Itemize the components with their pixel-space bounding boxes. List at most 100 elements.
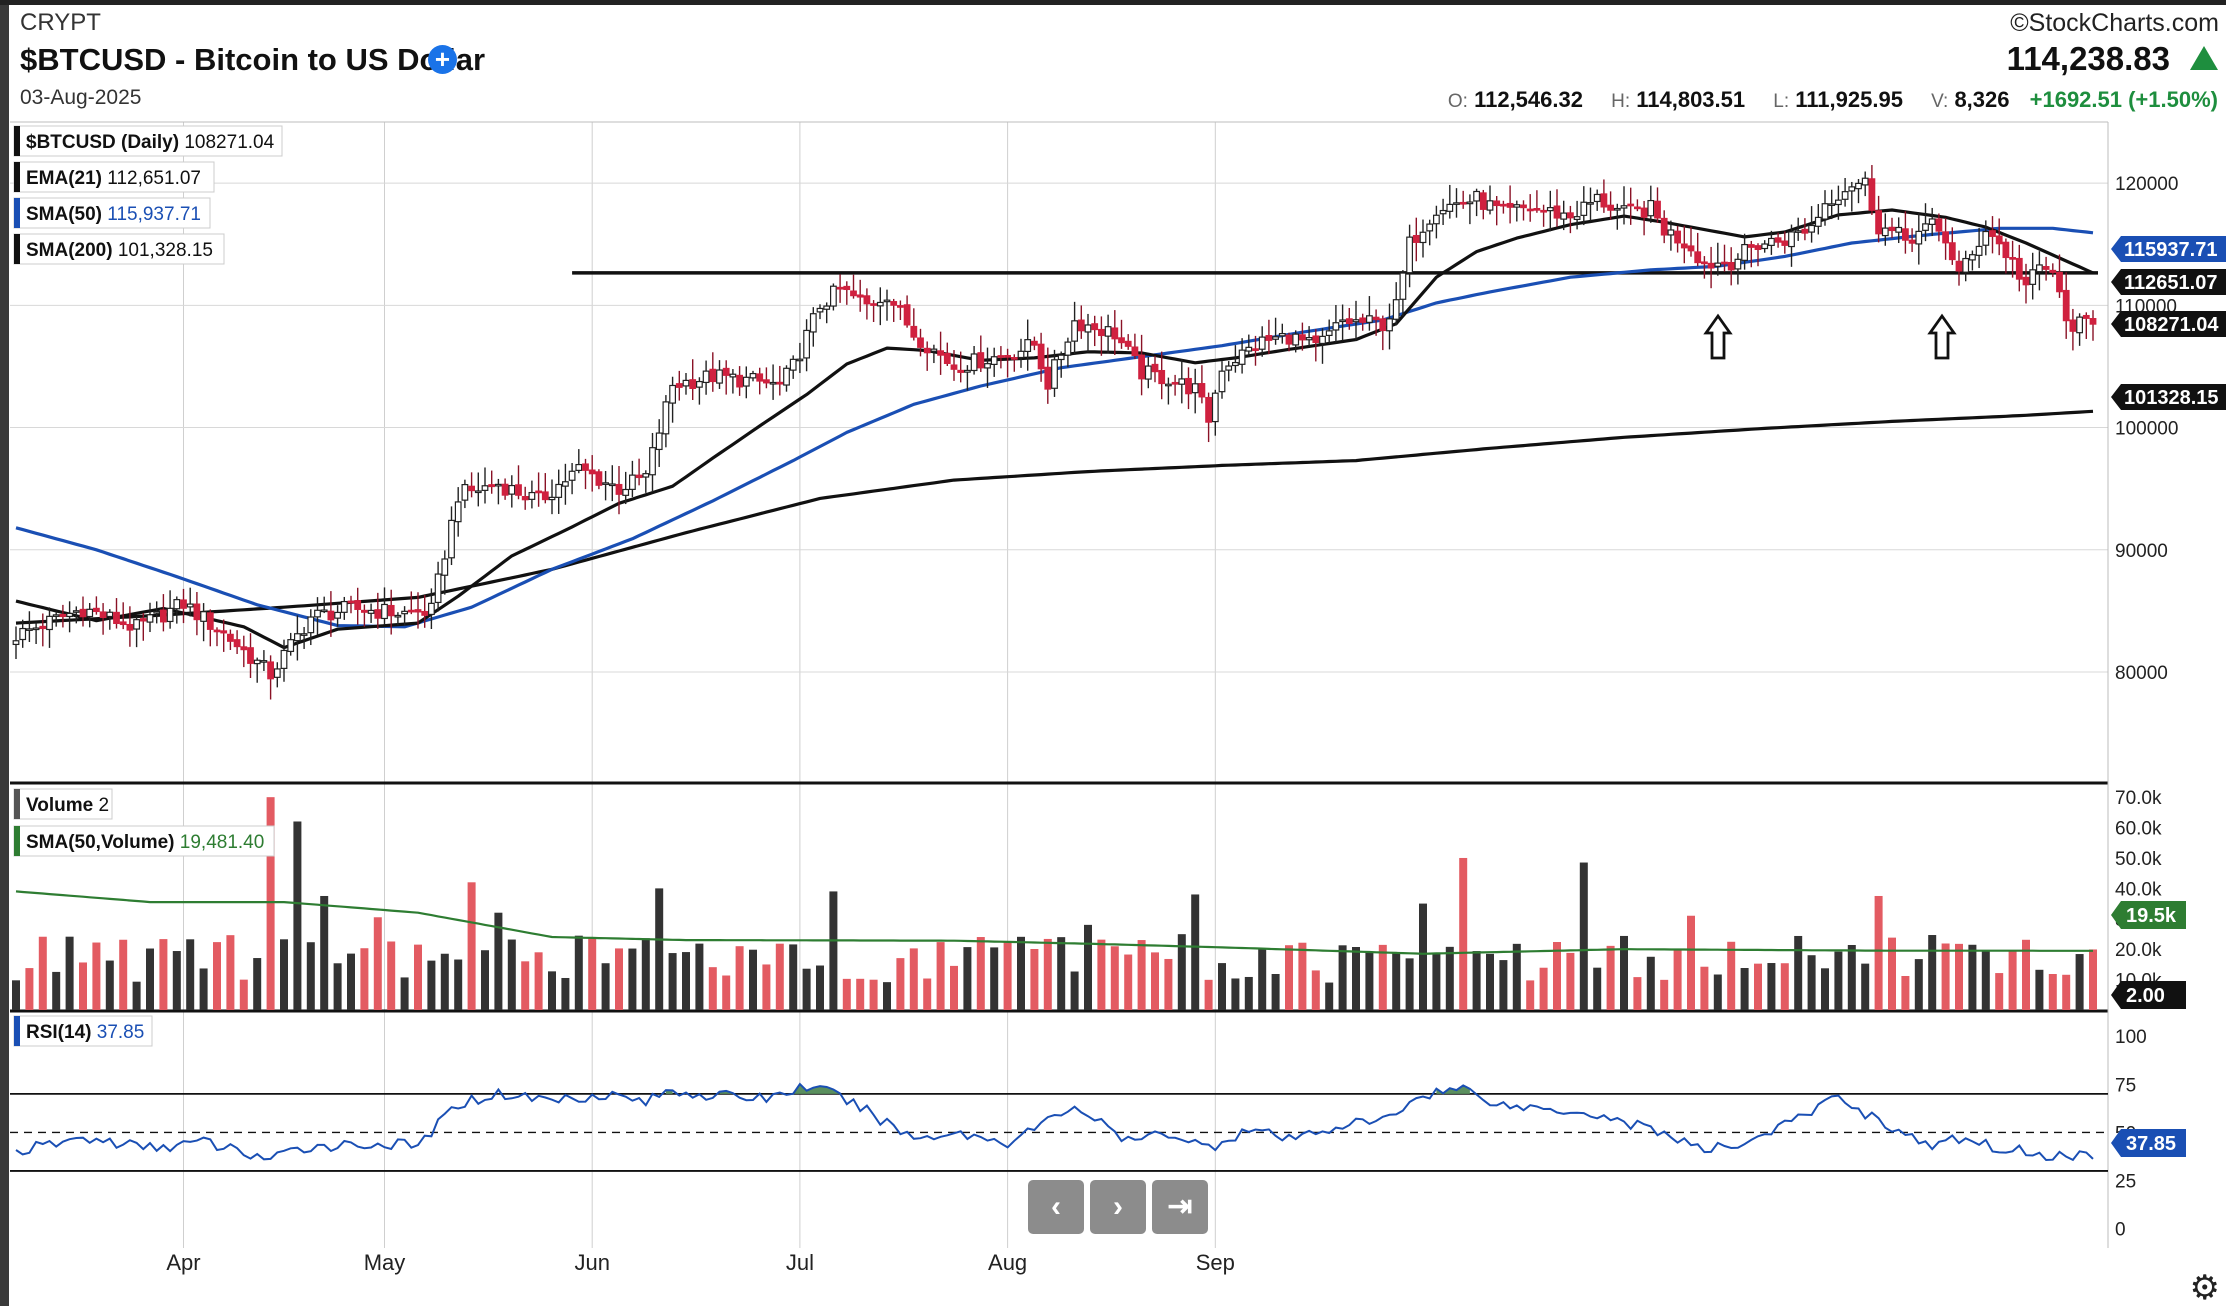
candle-body (1211, 392, 1219, 423)
candle-body (1010, 357, 1018, 360)
candle-body (193, 603, 201, 621)
candle-body (39, 625, 47, 630)
candle-body (488, 484, 496, 488)
candle-body (1144, 365, 1152, 380)
volume-bar (79, 962, 87, 1010)
candle-body (2076, 316, 2084, 334)
candle-body (997, 355, 1005, 358)
volume-bar (1821, 968, 1829, 1010)
volume-bar (280, 939, 288, 1010)
high-value: 114,803.51 (1636, 87, 1746, 112)
candle-body (809, 313, 817, 333)
candle-body (468, 485, 475, 492)
gear-icon[interactable]: ⚙ (2189, 1269, 2220, 1307)
volume-bar (1151, 952, 1159, 1010)
volume-bar (373, 917, 382, 1010)
volume-bar (548, 971, 556, 1010)
skip-to-end-icon: ⇥ (1167, 1190, 1193, 1223)
scroll-right-button[interactable]: › (1090, 1180, 1146, 1234)
candle-body (937, 350, 944, 356)
candle-body (1747, 244, 1755, 248)
y-tick-label: 0 (2115, 1220, 2126, 1241)
volume-bar (816, 965, 824, 1010)
candle-body (1164, 383, 1172, 387)
candle-body (253, 659, 261, 665)
candle-body (1734, 258, 1742, 270)
candle-body (555, 483, 563, 498)
candle-body (1493, 200, 1501, 207)
volume-bar (481, 950, 489, 1010)
volume-bar (1378, 944, 1387, 1010)
candle-body (1540, 209, 1548, 213)
volume-bar (454, 959, 463, 1010)
candle-body (1030, 340, 1038, 346)
candle-body (1640, 207, 1648, 218)
volume-bar (1043, 938, 1052, 1010)
candle-body (1982, 230, 1990, 246)
candle-body (762, 379, 770, 384)
candle-body (153, 610, 161, 614)
legend-swatch (14, 162, 20, 192)
candle-body (334, 611, 341, 619)
candle-body (2015, 257, 2023, 280)
volume-bar (1767, 963, 1776, 1010)
candle-body (1741, 243, 1749, 261)
candle-body (1466, 201, 1474, 205)
candle-body (1325, 330, 1333, 337)
candle-body (233, 639, 241, 648)
top-bar (0, 0, 2226, 5)
volume-bar (1218, 963, 1226, 1010)
candle-body (950, 364, 958, 370)
scroll-to-end-button[interactable]: ⇥ (1152, 1180, 1208, 1234)
legend-swatch (14, 826, 20, 856)
plus-circle-icon[interactable]: + (428, 45, 457, 74)
price-tag-label: 115937.71 (2124, 239, 2217, 261)
candle-body (575, 463, 583, 471)
candle-body (1265, 335, 1273, 341)
candle-body (79, 608, 87, 618)
candle-body (1365, 315, 1373, 323)
volume-bar (1713, 974, 1722, 1010)
candle-body (287, 639, 295, 653)
left-scroll-track (0, 5, 9, 1306)
volume-bar (1754, 963, 1762, 1010)
candle-body (474, 490, 482, 494)
candle-body (126, 623, 134, 631)
volume-bar (1566, 952, 1575, 1010)
volume-bar (320, 895, 329, 1010)
volume-bar (775, 943, 784, 1010)
candle-body (394, 614, 402, 618)
scroll-left-button[interactable]: ‹ (1028, 1180, 1084, 1234)
candle-body (1546, 207, 1554, 212)
candle-body (2089, 318, 2097, 325)
y-tick-label: 20.0k (2115, 940, 2162, 961)
brand-logo[interactable]: ©StockCharts.com (2010, 9, 2219, 38)
candle-body (729, 373, 737, 378)
volume-bar (1003, 941, 1012, 1010)
volume-bar (789, 944, 798, 1010)
volume-bar (682, 952, 690, 1010)
price-tag-label: 108271.04 (2124, 314, 2219, 336)
volume-bar (1017, 936, 1025, 1010)
candle-body (1707, 262, 1715, 269)
candle-body (608, 483, 616, 487)
candle-body (628, 474, 636, 490)
candle-body (1312, 335, 1320, 343)
candle-body (1486, 200, 1494, 211)
candle-body (1379, 318, 1387, 332)
volume-bar (239, 979, 248, 1010)
volume-bar (1981, 950, 1990, 1010)
candle-body (267, 661, 274, 680)
legend-swatch (14, 789, 20, 819)
candle-body (247, 647, 254, 664)
candle-body (716, 369, 723, 384)
candle-body (695, 380, 703, 388)
candle-body (756, 373, 764, 382)
candle-body (1319, 335, 1326, 345)
candle-body (548, 496, 556, 501)
candle-body (307, 616, 315, 634)
x-tick-label: May (364, 1250, 406, 1275)
candle-body (1868, 178, 1876, 211)
candle-body (1788, 231, 1795, 248)
